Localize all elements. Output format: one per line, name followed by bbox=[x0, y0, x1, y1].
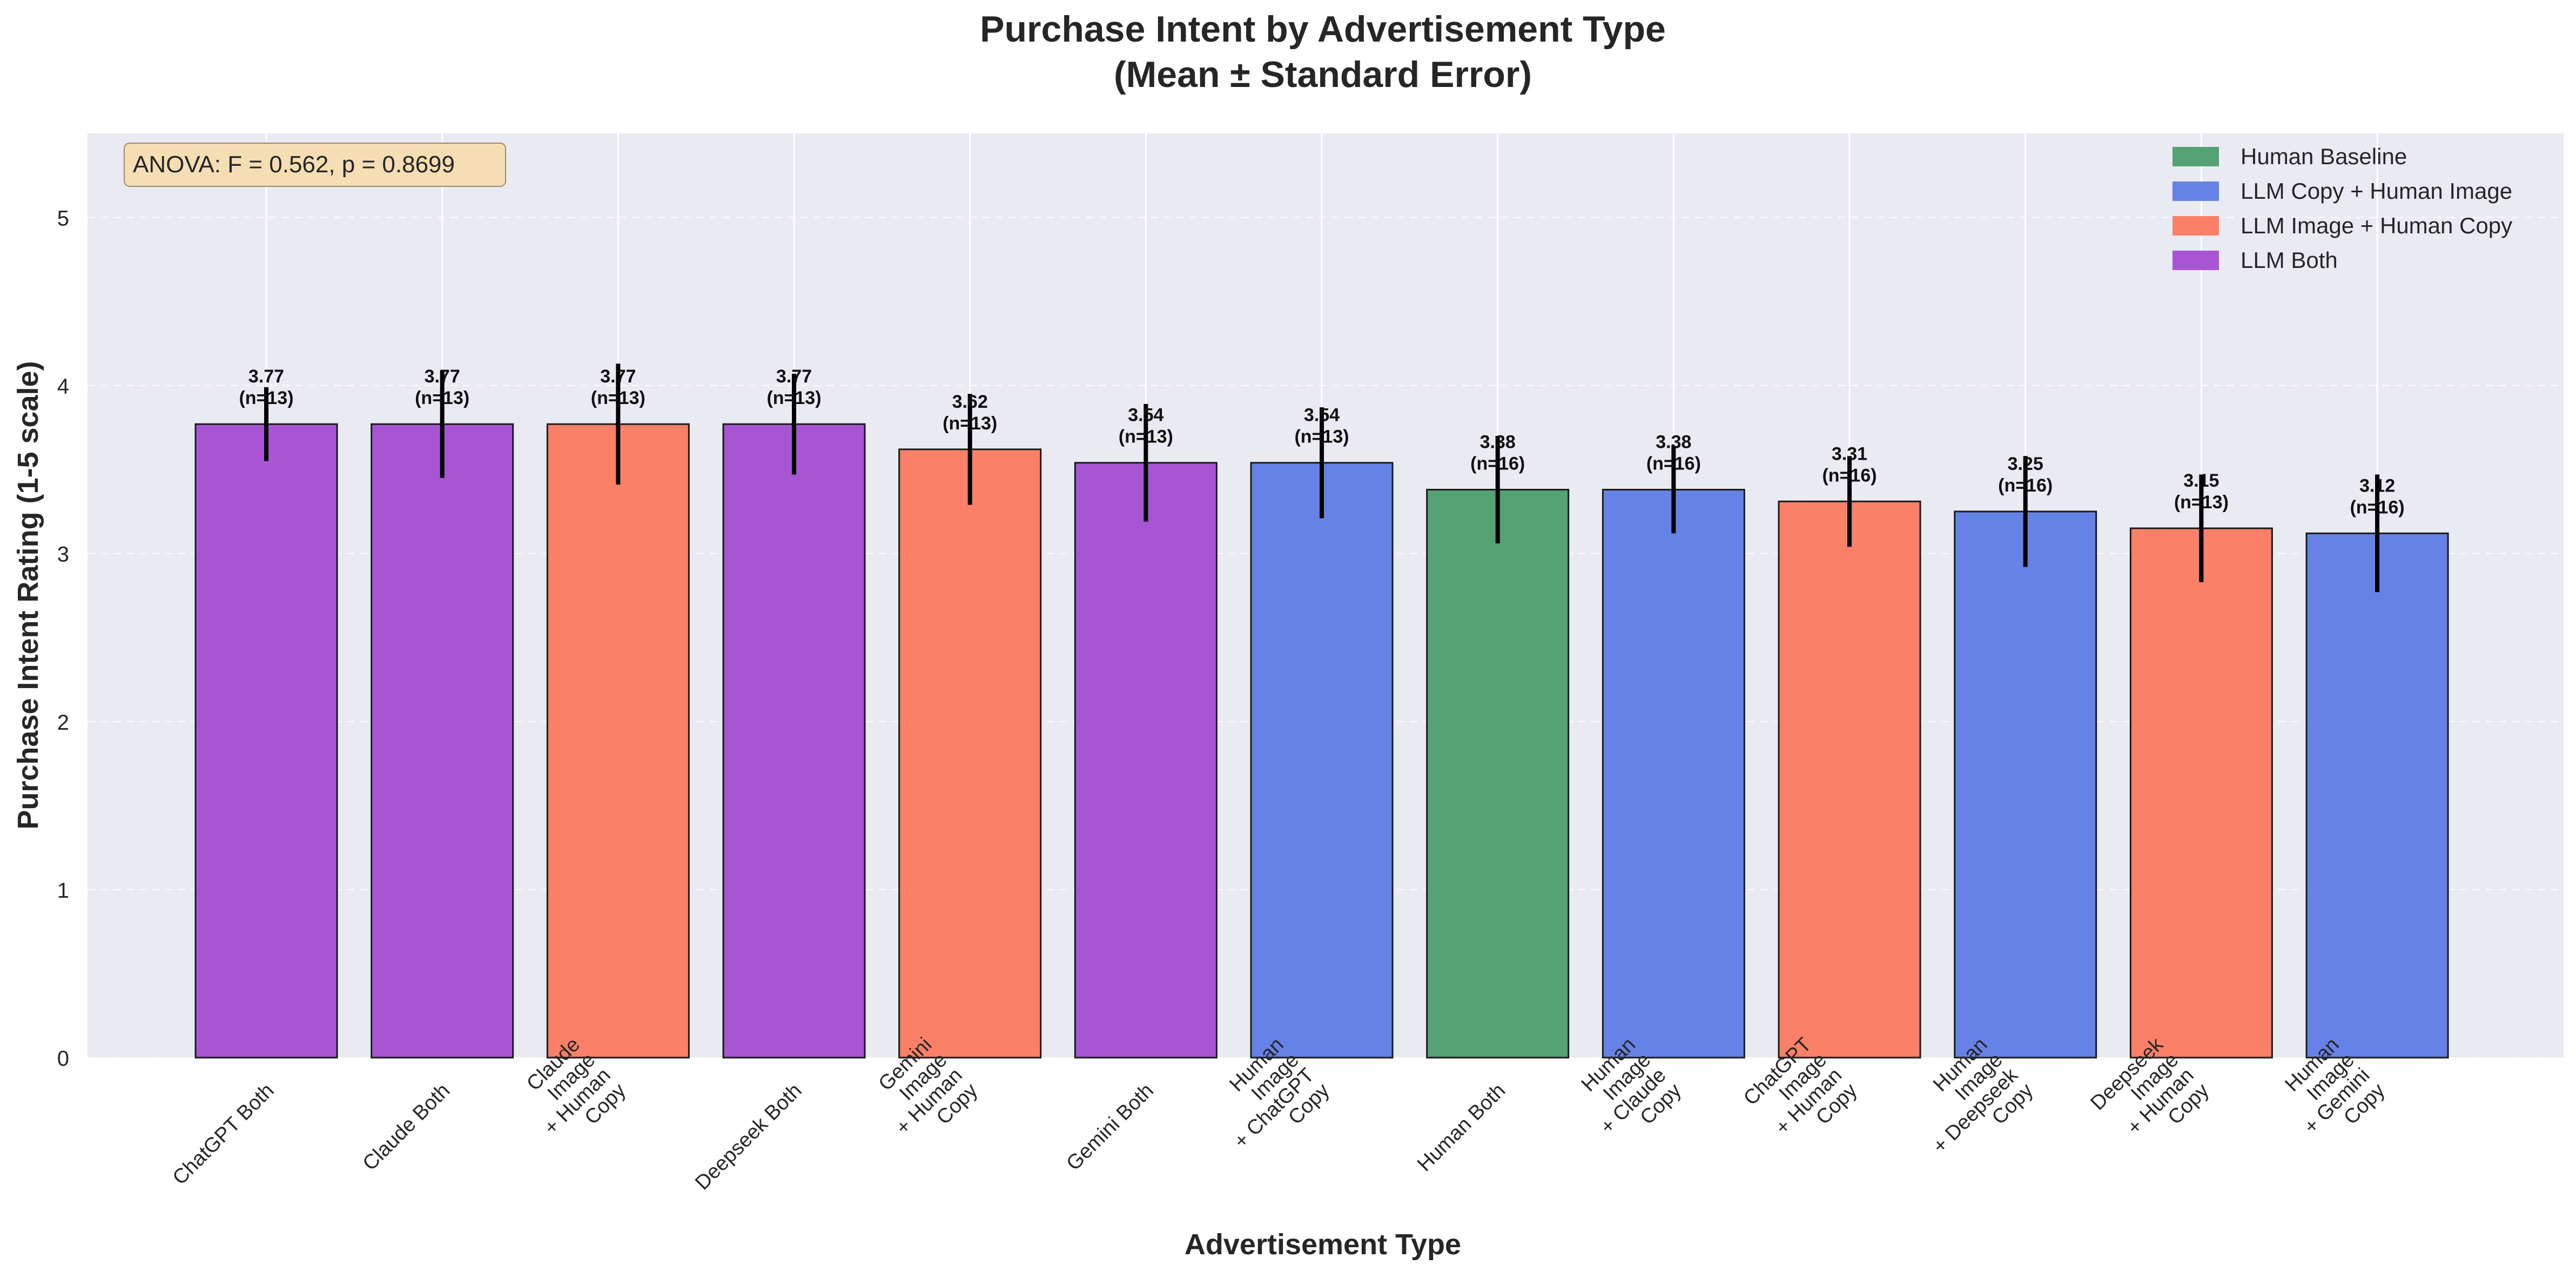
bar-n-label: (n=16) bbox=[1646, 454, 1701, 474]
legend-label: LLM Copy + Human Image bbox=[2241, 178, 2512, 204]
y-tick-label: 2 bbox=[57, 711, 69, 735]
legend-label: LLM Image + Human Copy bbox=[2241, 213, 2512, 238]
bar bbox=[194, 423, 338, 1059]
bar bbox=[1426, 489, 1570, 1059]
y-tick-layer: 0 1 2 3 4 5 bbox=[57, 207, 69, 1071]
y-tick-label: 4 bbox=[57, 375, 69, 399]
bar bbox=[898, 448, 1042, 1059]
bar bbox=[1250, 462, 1394, 1059]
bar bbox=[2305, 532, 2449, 1059]
bar-n-label: (n=13) bbox=[1119, 427, 1173, 447]
bar-value-label: 3.38 bbox=[1656, 432, 1691, 453]
bar bbox=[371, 423, 514, 1059]
bar-value-label: 3.12 bbox=[2359, 475, 2395, 496]
bar-n-label: (n=13) bbox=[239, 388, 293, 408]
y-tick-label: 0 bbox=[57, 1047, 69, 1071]
bar bbox=[722, 423, 866, 1059]
bar bbox=[2129, 527, 2273, 1059]
y-tick-label: 3 bbox=[57, 543, 69, 567]
stats-annotation: ANOVA: F = 0.562, p = 0.8699 bbox=[124, 143, 506, 187]
bar-n-label: (n=13) bbox=[415, 388, 469, 408]
bar-value-label: 3.77 bbox=[248, 366, 284, 387]
bar-value-label: 3.77 bbox=[776, 366, 812, 387]
legend-swatch bbox=[2173, 216, 2219, 236]
bar-n-label: (n=16) bbox=[1998, 475, 2053, 496]
bar-value-label: 3.15 bbox=[2183, 470, 2219, 491]
legend-swatch bbox=[2173, 251, 2219, 270]
bar bbox=[546, 423, 690, 1059]
legend-label: LLM Both bbox=[2241, 247, 2338, 273]
y-tick-label: 1 bbox=[57, 879, 69, 903]
bar-value-label: 3.31 bbox=[1832, 443, 1867, 464]
bar-value-label: 3.54 bbox=[1304, 405, 1340, 426]
y-tick-label: 5 bbox=[57, 207, 69, 231]
legend: Human Baseline LLM Copy + Human Image LLM … bbox=[2173, 144, 2512, 273]
x-axis-label: Advertisement Type bbox=[1185, 1228, 1461, 1261]
bar-value-label: 3.77 bbox=[425, 366, 460, 387]
legend-swatch bbox=[2173, 147, 2219, 166]
bar-n-label: (n=13) bbox=[2174, 492, 2229, 513]
bar-value-label: 3.62 bbox=[952, 392, 988, 412]
chart-title-line1: Purchase Intent by Advertisement Type bbox=[980, 9, 1666, 50]
bar-n-label: (n=16) bbox=[1822, 465, 1876, 486]
bar-n-label: (n=16) bbox=[2350, 497, 2404, 517]
label-layer: 3.77(n=13)3.77(n=13)3.77(n=13)3.77(n=13)… bbox=[239, 366, 2404, 517]
bar-layer bbox=[194, 364, 2449, 1059]
bar bbox=[1778, 500, 1921, 1059]
bar-n-label: (n=13) bbox=[591, 388, 645, 408]
bar-n-label: (n=16) bbox=[1470, 454, 1525, 474]
bar bbox=[1954, 510, 2097, 1059]
bar-value-label: 3.54 bbox=[1128, 405, 1163, 426]
bar-value-label: 3.25 bbox=[2008, 454, 2043, 474]
chart-title-line2: (Mean ± Standard Error) bbox=[1114, 54, 1532, 95]
legend-swatch bbox=[2173, 181, 2219, 201]
bar-n-label: (n=13) bbox=[766, 388, 821, 408]
bar-value-label: 3.38 bbox=[1480, 432, 1516, 453]
legend-label: Human Baseline bbox=[2241, 144, 2407, 169]
bar-value-label: 3.77 bbox=[600, 366, 636, 387]
stats-annotation-text: ANOVA: F = 0.562, p = 0.8699 bbox=[133, 151, 455, 178]
stats-annotation-box bbox=[124, 143, 506, 187]
bar-n-label: (n=13) bbox=[1294, 427, 1349, 447]
bar bbox=[1074, 462, 1218, 1059]
y-axis-label: Purchase Intent Rating (1-5 scale) bbox=[12, 361, 44, 829]
bar-n-label: (n=13) bbox=[943, 413, 997, 434]
bar bbox=[1602, 489, 1745, 1059]
